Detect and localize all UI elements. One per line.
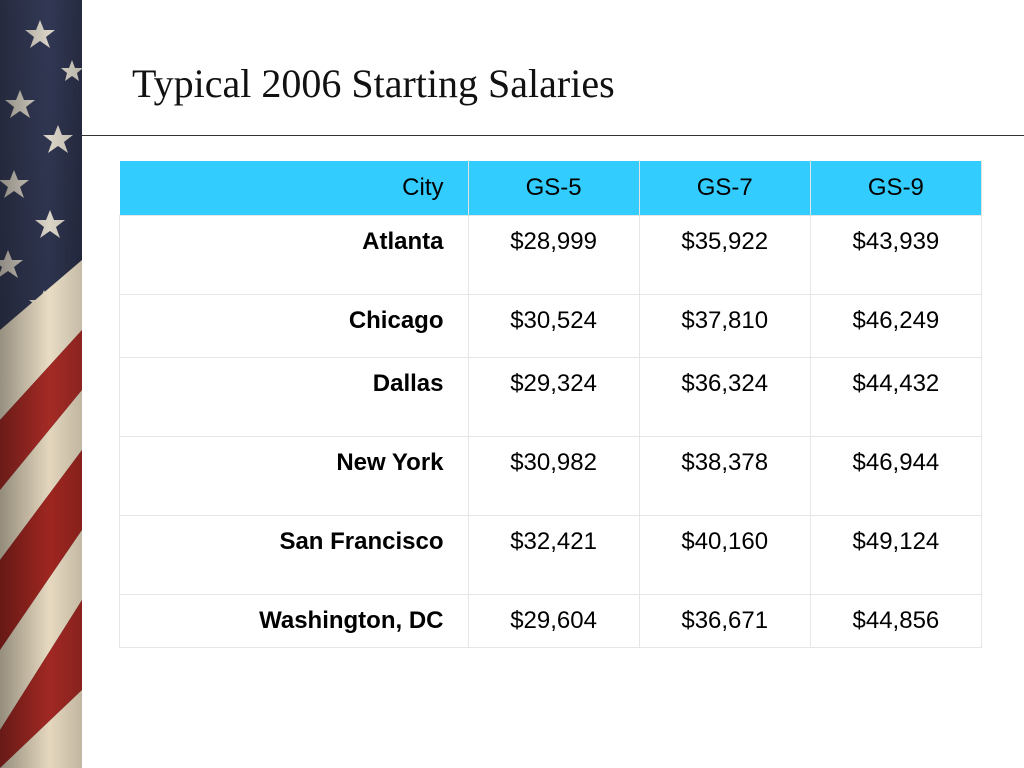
gs5-cell: $29,604 bbox=[467, 594, 640, 648]
table-row: New York $30,982 $38,378 $46,944 bbox=[119, 436, 983, 516]
slide-title: Typical 2006 Starting Salaries bbox=[132, 61, 615, 106]
title-divider bbox=[82, 135, 1024, 136]
city-cell: Chicago bbox=[119, 294, 469, 358]
gs9-cell: $44,432 bbox=[809, 357, 983, 437]
gs7-cell: $38,378 bbox=[638, 436, 811, 516]
table-row: Dallas $29,324 $36,324 $44,432 bbox=[119, 357, 983, 437]
header-gs9: GS-9 bbox=[810, 161, 983, 216]
city-cell: San Francisco bbox=[119, 515, 469, 595]
table-row: San Francisco $32,421 $40,160 $49,124 bbox=[119, 515, 983, 595]
gs7-cell: $35,922 bbox=[638, 215, 811, 295]
gs9-cell: $44,856 bbox=[809, 594, 983, 648]
gs7-cell: $36,324 bbox=[638, 357, 811, 437]
gs5-cell: $30,982 bbox=[467, 436, 640, 516]
gs7-cell: $37,810 bbox=[638, 294, 811, 358]
city-cell: Dallas bbox=[119, 357, 469, 437]
header-gs7: GS-7 bbox=[639, 161, 811, 216]
american-flag-icon bbox=[0, 0, 82, 768]
header-city: City bbox=[119, 161, 469, 216]
table-row: Washington, DC $29,604 $36,671 $44,856 bbox=[119, 594, 983, 648]
salary-table: City GS-5 GS-7 GS-9 Atlanta $28,999 $35,… bbox=[119, 161, 983, 648]
gs5-cell: $32,421 bbox=[467, 515, 640, 595]
table-row: Atlanta $28,999 $35,922 $43,939 bbox=[119, 215, 983, 295]
city-cell: Atlanta bbox=[119, 215, 469, 295]
gs7-cell: $36,671 bbox=[638, 594, 811, 648]
table-row: Chicago $30,524 $37,810 $46,249 bbox=[119, 294, 983, 358]
gs5-cell: $28,999 bbox=[467, 215, 640, 295]
gs9-cell: $46,249 bbox=[809, 294, 983, 358]
table-header-row: City GS-5 GS-7 GS-9 bbox=[119, 161, 983, 216]
gs5-cell: $30,524 bbox=[467, 294, 640, 358]
city-cell: Washington, DC bbox=[119, 594, 469, 648]
gs5-cell: $29,324 bbox=[467, 357, 640, 437]
gs9-cell: $43,939 bbox=[809, 215, 983, 295]
header-gs5: GS-5 bbox=[468, 161, 640, 216]
gs9-cell: $46,944 bbox=[809, 436, 983, 516]
gs9-cell: $49,124 bbox=[809, 515, 983, 595]
city-cell: New York bbox=[119, 436, 469, 516]
gs7-cell: $40,160 bbox=[638, 515, 811, 595]
